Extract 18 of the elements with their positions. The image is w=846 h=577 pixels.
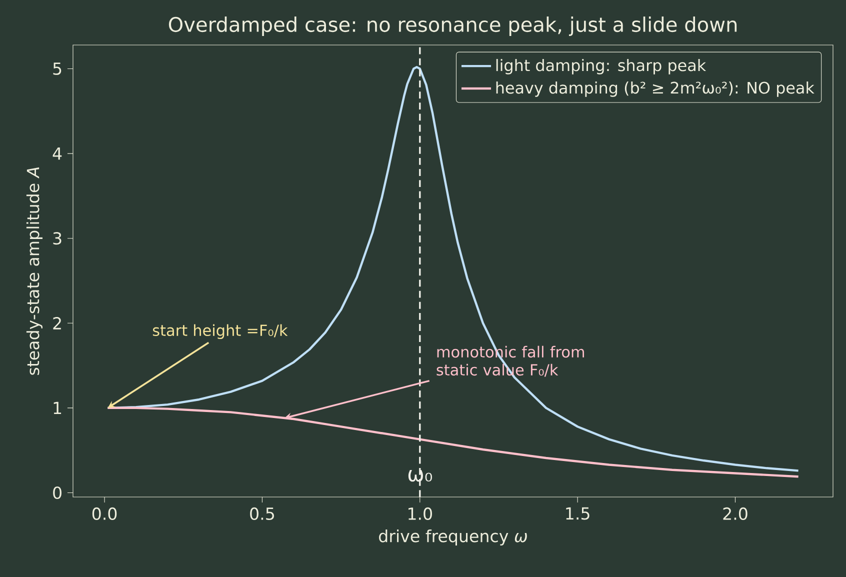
x-axis-title: drive frequency ω <box>379 529 527 546</box>
x-tick-label: 0.0 <box>92 507 117 520</box>
y-tick-label: 0 <box>53 486 62 500</box>
y-tick-label: 1 <box>54 402 62 414</box>
y-tick-label: 5 <box>53 62 62 75</box>
y-axis-title: steady-state amplitude A <box>26 167 43 375</box>
chart-title: Overdamped case: no resonance peak, just a slide down <box>168 16 737 36</box>
x-tick-label: 1.5 <box>566 507 590 520</box>
annotation: start height =F₀/k <box>152 324 288 339</box>
y-tick-label: 4 <box>52 147 62 160</box>
y-tick-label: 2 <box>53 316 61 330</box>
y-tick-label: 3 <box>53 232 62 245</box>
x-tick-label: 2.0 <box>723 507 748 520</box>
x-tick-label: 0.5 <box>250 507 274 520</box>
legend-label: heavy damping (b² ≥ 2m²ω₀²): NO peak <box>496 81 814 97</box>
legend-label: light damping: sharp peak <box>496 58 706 74</box>
ref-line-label: ω₀ <box>408 470 432 482</box>
x-tick-label: 1.0 <box>408 507 432 520</box>
